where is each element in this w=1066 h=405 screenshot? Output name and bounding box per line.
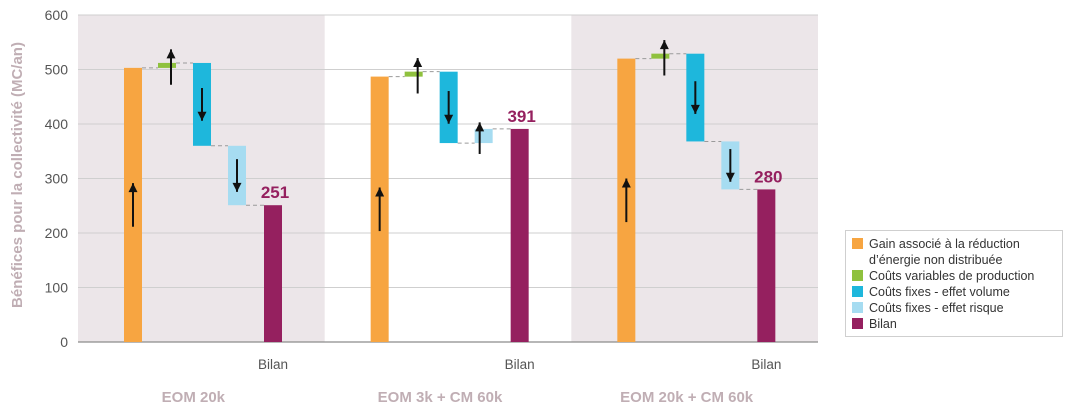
fixed_volume-arrow-down [444,114,454,124]
y-tick-label: 500 [45,62,69,78]
x-category-label: Bilan [258,357,288,372]
y-tick-label: 200 [45,225,69,241]
legend-label: Bilan [869,317,897,331]
var-prod-arrow-up [166,49,176,59]
x-category-label: Bilan [751,357,781,372]
bilan-bar [757,189,776,342]
legend-swatch [852,302,863,313]
group-label: EOM 20k + CM 60k [620,389,754,405]
legend-label: Gain associé à la réduction d’énergie no… [869,237,1020,267]
chart-legend: Gain associé à la réduction d’énergie no… [845,230,1063,337]
var_prod-bar [404,71,423,77]
legend-swatch [852,318,863,329]
var_prod-bar [158,62,176,68]
gain-arrow-up [621,178,631,188]
y-tick-label: 300 [45,171,69,187]
legend-item: Coûts fixes - effet risque [852,300,1056,316]
x-category-label: Bilan [505,357,535,372]
legend-swatch [852,238,863,249]
fixed_risk-arrow-up [475,122,485,132]
legend-swatch [852,270,863,281]
legend-item: Coûts fixes - effet volume [852,284,1056,300]
labels: 251 Bilan EOM 20k 391 Bilan EOM 3k + CM 60k 28… [162,107,783,405]
var-prod-arrow-up [413,58,423,68]
legend-label: Coûts fixes - effet volume [869,285,1010,299]
fixed_risk-arrow-down [725,172,735,182]
y-tick-label: 400 [45,116,69,132]
group-label: EOM 3k + CM 60k [378,389,503,405]
bilan-value-label: 391 [507,107,535,126]
fixed_volume-arrow-down [690,104,700,114]
group-label: EOM 20k [162,389,226,405]
gain-arrow-up [128,183,138,193]
direction-arrows [128,40,735,232]
var-prod-arrow-up [659,40,669,50]
bilan-bar [264,205,282,342]
bilan-value-label: 280 [754,167,782,186]
bars [124,53,776,343]
bilan-bar [510,128,529,342]
y-axis-title: Bénéfices pour la collectivité (MC/an) [9,42,26,308]
y-tick-label: 100 [45,280,69,296]
legend-label: Coûts variables de production [869,269,1035,283]
var_prod-bar [651,53,670,59]
y-axis: 0 100 200 300 400 500 600 [45,7,69,350]
fixed_volume-arrow-down [197,111,207,121]
y-tick-label: 600 [45,7,69,23]
legend-item: Bilan [852,316,1056,332]
legend-item: Gain associé à la réduction d’énergie no… [852,236,1056,268]
fixed_risk-arrow-down [232,182,242,192]
legend-item: Coûts variables de production [852,268,1056,284]
bilan-value-label: 251 [261,183,289,202]
connectors [142,53,758,206]
legend-swatch [852,286,863,297]
legend-label: Coûts fixes - effet risque [869,301,1004,315]
gain-arrow-up [375,187,385,197]
y-tick-label: 0 [60,334,68,350]
